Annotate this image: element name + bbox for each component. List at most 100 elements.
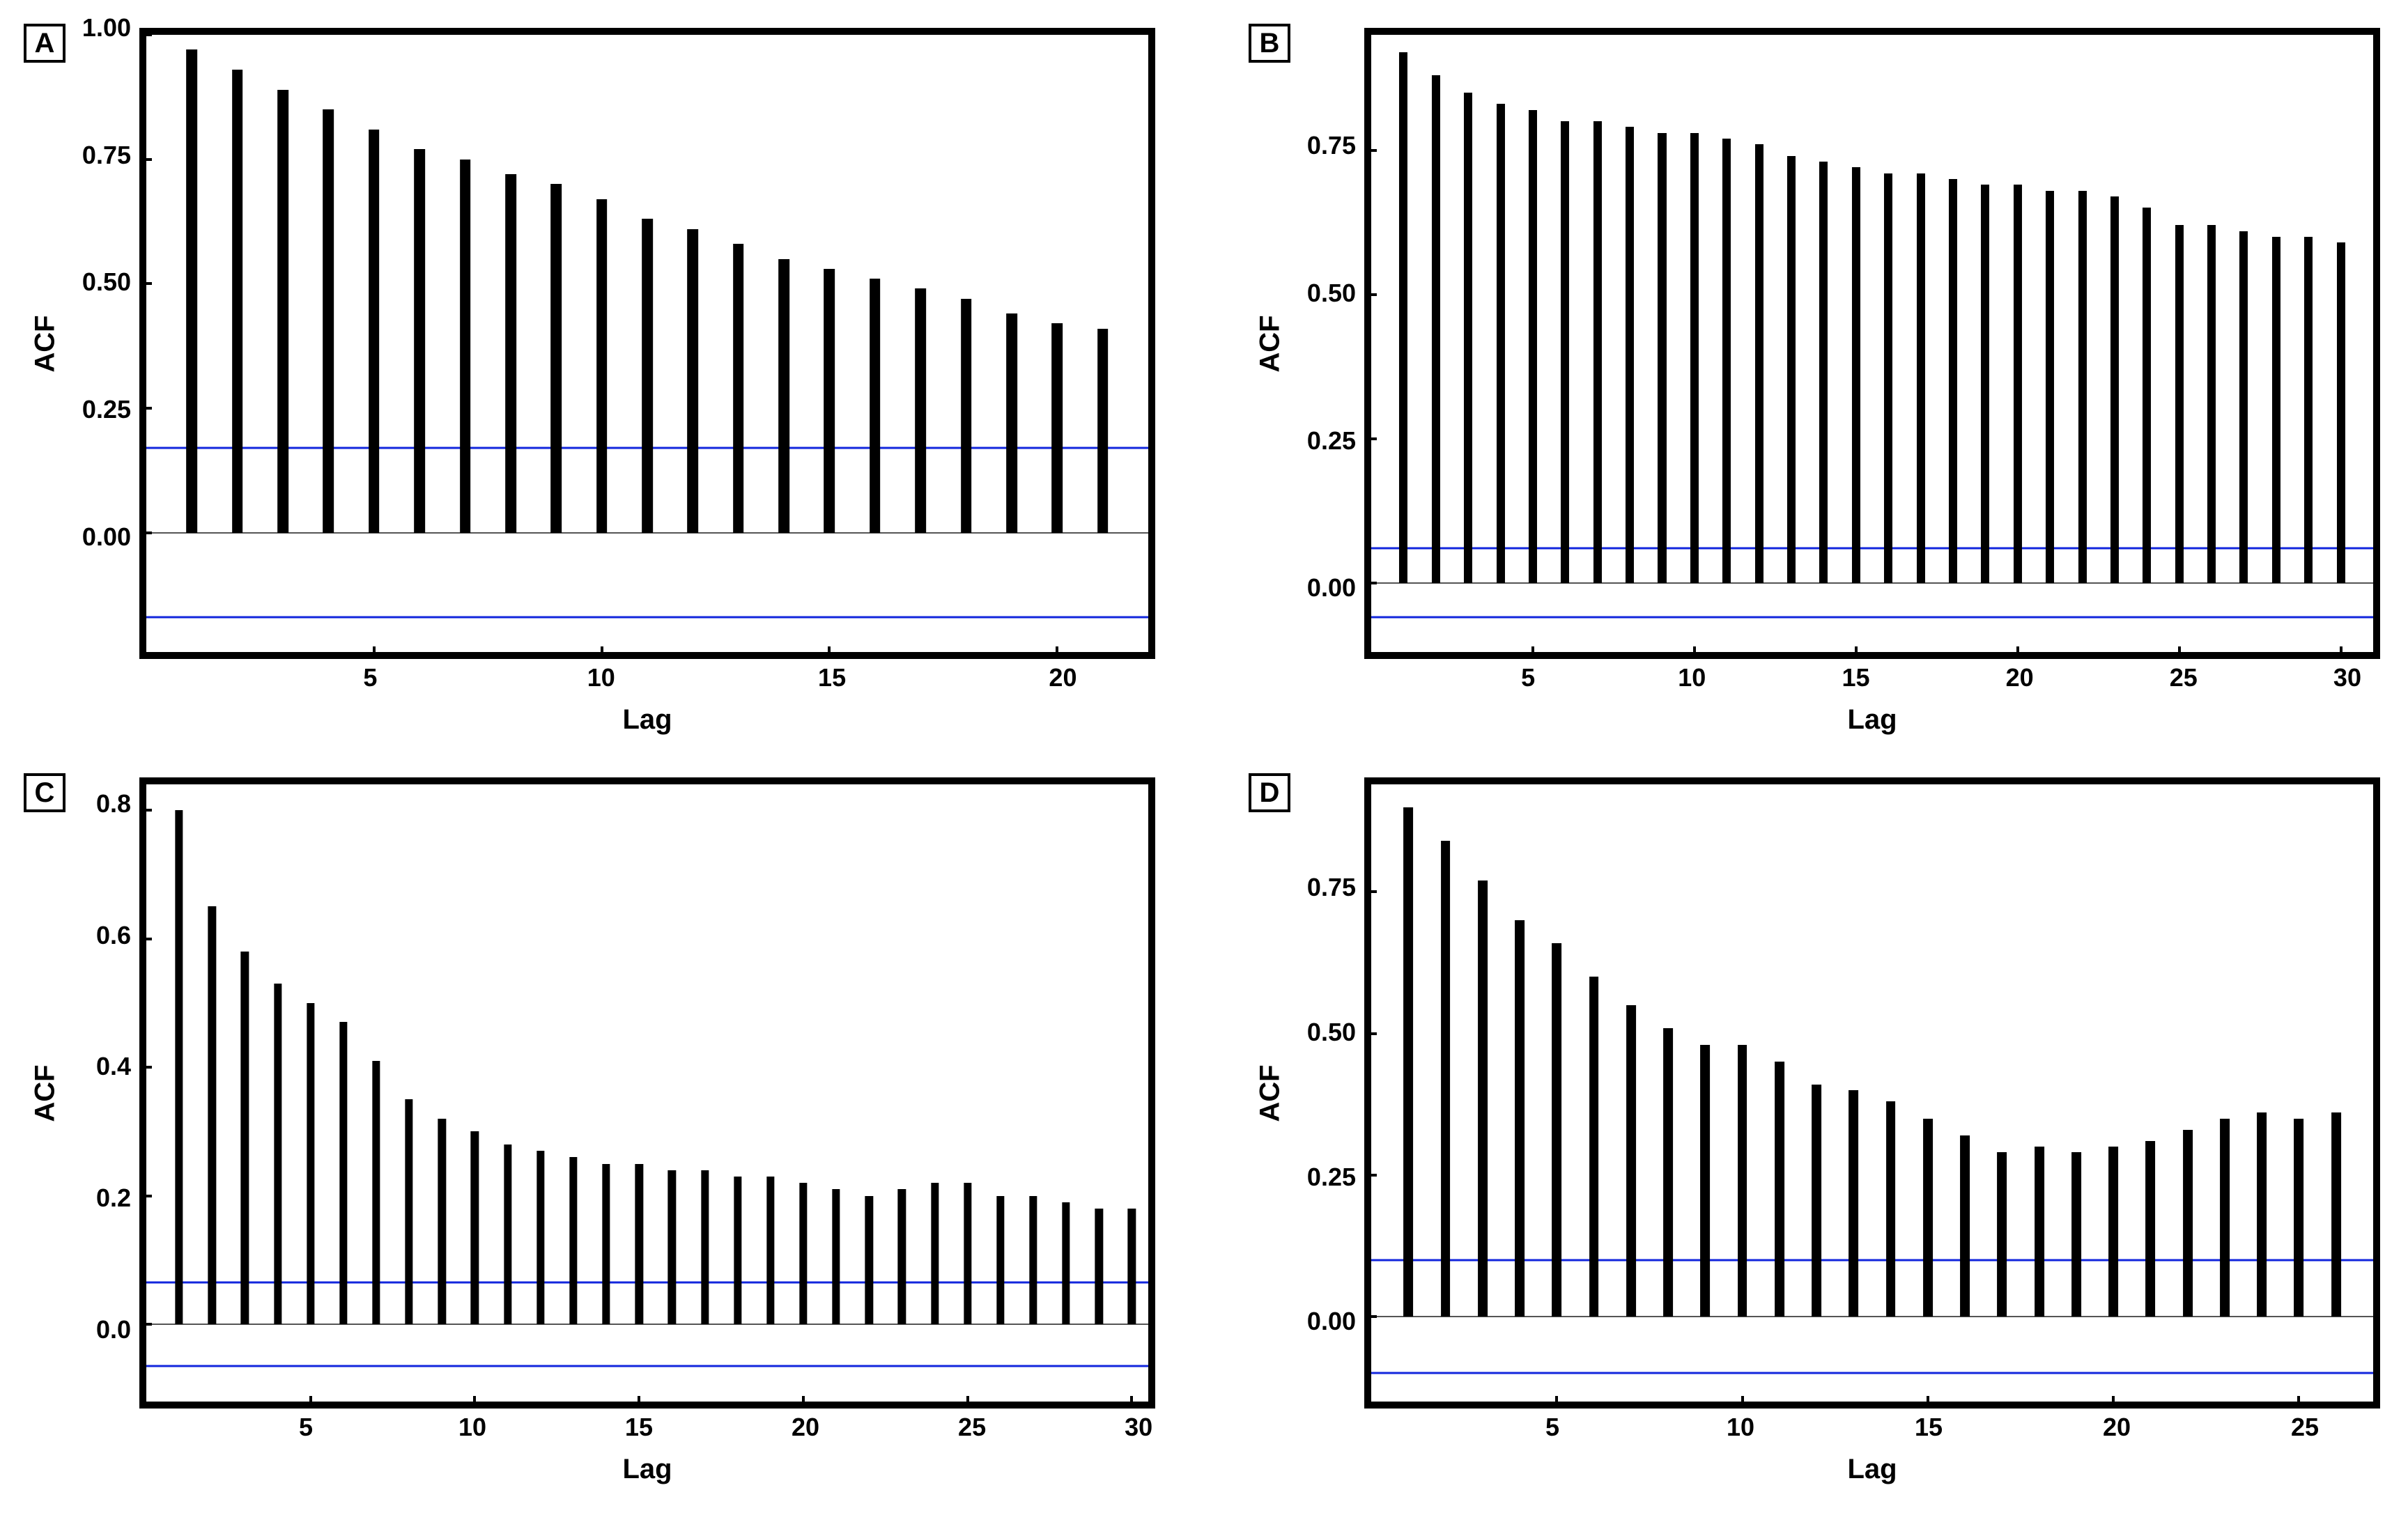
y-tick-mark [1364, 1174, 1377, 1177]
acf-bar [1515, 920, 1525, 1317]
acf-bar [2108, 1147, 2118, 1317]
plot-area [139, 28, 1155, 659]
x-tick-label: 30 [2333, 663, 2361, 692]
y-tick-label: 0.2 [96, 1184, 131, 1213]
x-tick-label: 5 [1545, 1413, 1559, 1442]
acf-bar [537, 1151, 544, 1324]
x-tick-mark [1531, 646, 1534, 659]
panel-b: BACF0.000.250.500.7551015202530Lag [1253, 28, 2380, 736]
panel-c: CACF0.00.20.40.60.851015202530Lag [28, 777, 1155, 1485]
acf-bar [1399, 52, 1407, 583]
x-tick-mark [802, 1396, 805, 1409]
acf-bar [964, 1183, 971, 1324]
x-tick-label: 5 [299, 1413, 313, 1442]
y-tick-mark [139, 407, 152, 410]
x-tick-label: 20 [2006, 663, 2034, 692]
x-tick-label: 10 [1727, 1413, 1754, 1442]
acf-bar [635, 1164, 643, 1325]
acf-bar [232, 70, 243, 533]
acf-bar [2175, 225, 2184, 582]
acf-bar [187, 49, 198, 532]
y-tick-label: 0.6 [96, 921, 131, 950]
acf-bar [1658, 133, 1666, 583]
x-tick-mark [638, 1396, 640, 1409]
acf-bar [1029, 1196, 1037, 1325]
acf-bar [1006, 313, 1017, 532]
acf-bar [1497, 104, 1505, 582]
y-tick-label: 0.75 [1307, 873, 1356, 902]
acf-bar [1464, 93, 1472, 583]
acf-bar [1062, 1202, 1070, 1324]
acf-bar [1981, 185, 1989, 582]
acf-bar [1690, 133, 1699, 583]
panel-label-box: D [1249, 773, 1290, 812]
y-axis-label: ACF [1255, 315, 1286, 372]
x-tick-mark [2112, 1396, 2115, 1409]
acf-bar [865, 1196, 873, 1325]
acf-bar [208, 906, 216, 1324]
x-tick-mark [2178, 646, 2181, 659]
acf-bar [931, 1183, 939, 1324]
x-tick-label: 15 [1915, 1413, 1943, 1442]
acf-bar [323, 109, 334, 532]
x-tick-label: 30 [1125, 1413, 1152, 1442]
x-tick-mark [2340, 646, 2343, 659]
acf-bar [1775, 1062, 1784, 1317]
acf-bar [1960, 1135, 1970, 1317]
acf-bar [870, 279, 881, 532]
acf-bar [2272, 237, 2280, 583]
y-axis-label: ACF [30, 1064, 61, 1122]
x-tick-mark [1693, 646, 1696, 659]
x-tick-label: 20 [2103, 1413, 2131, 1442]
acf-bar [602, 1164, 610, 1325]
acf-bar [1997, 1152, 2007, 1317]
y-axis-label: ACF [30, 315, 61, 372]
acf-bar [915, 288, 926, 532]
acf-bar [2331, 1112, 2341, 1317]
y-tick-label: 0.4 [96, 1052, 131, 1081]
y-tick-label: 0.25 [82, 395, 131, 424]
x-tick-mark [473, 1396, 476, 1409]
x-tick-mark [1056, 646, 1058, 659]
x-tick-mark [1741, 1396, 1744, 1409]
y-tick-mark [139, 1195, 152, 1197]
acf-bar [1663, 1028, 1673, 1317]
acf-bar [339, 1022, 347, 1324]
panel-label-box: B [1249, 24, 1290, 63]
y-tick-label: 0.75 [1307, 131, 1356, 160]
acf-bar [2143, 208, 2151, 582]
y-tick-label: 0.25 [1307, 1163, 1356, 1192]
x-tick-mark [2297, 1396, 2300, 1409]
plot-wrap: ACF0.000.250.500.75510152025Lag [1253, 777, 2380, 1485]
plot-wrap: ACF0.000.250.500.751.005101520Lag [28, 28, 1155, 736]
acf-bar [369, 130, 380, 533]
panel-d: DACF0.000.250.500.75510152025Lag [1253, 777, 2380, 1485]
acf-bar [778, 259, 789, 533]
acf-bar [1593, 121, 1602, 582]
acf-bar [1849, 1090, 1858, 1317]
acf-bar [1529, 110, 1537, 583]
y-tick-label: 0.00 [1307, 1307, 1356, 1336]
acf-bar [2035, 1147, 2044, 1317]
x-tick-mark [309, 1396, 312, 1409]
acf-bar [2294, 1119, 2304, 1317]
x-tick-mark [828, 646, 831, 659]
x-tick-label: 10 [458, 1413, 486, 1442]
acf-bar [1886, 1101, 1896, 1317]
acf-bar [799, 1183, 807, 1324]
acf-bar [1478, 880, 1488, 1317]
acf-bar [1819, 162, 1828, 582]
x-tick-label: 15 [625, 1413, 653, 1442]
acf-bar [824, 269, 835, 533]
x-tick-mark [966, 1396, 969, 1409]
x-tick-mark [2016, 646, 2019, 659]
acf-bar [1589, 977, 1599, 1317]
y-tick-label: 0.50 [82, 267, 131, 297]
acf-bar [1626, 127, 1634, 582]
acf-bar [2239, 231, 2248, 583]
acf-bar [961, 299, 972, 533]
acf-bar [277, 90, 288, 533]
acf-bar [642, 219, 653, 532]
panel-label-text: B [1260, 28, 1280, 59]
acf-bar [504, 1145, 511, 1324]
